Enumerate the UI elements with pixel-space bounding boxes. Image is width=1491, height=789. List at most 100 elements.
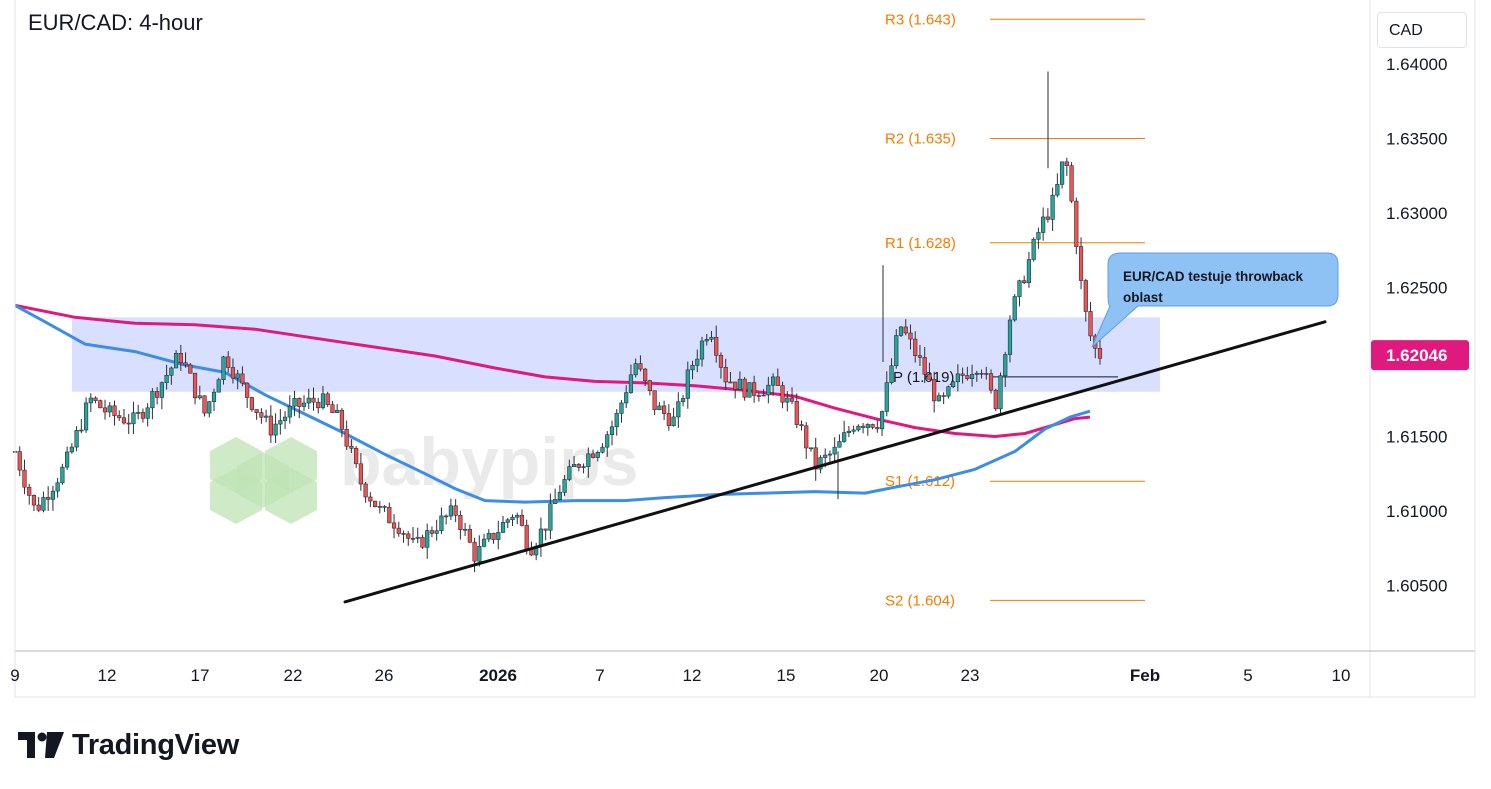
candle-body: [221, 356, 226, 381]
candle-body: [889, 365, 894, 383]
candle-body: [723, 367, 728, 383]
candle-body: [486, 533, 491, 540]
candle-body: [505, 519, 510, 523]
candle-body: [671, 416, 676, 426]
candle-body: [600, 446, 605, 453]
y-tick-label: 1.61000: [1386, 502, 1447, 521]
candle-body: [349, 445, 354, 449]
candle-body: [401, 533, 406, 535]
candle-body: [903, 326, 908, 334]
y-tick-label: 1.64000: [1386, 55, 1447, 74]
candle-body: [605, 434, 610, 448]
candle-body: [913, 338, 918, 356]
candle-body: [183, 362, 188, 366]
candle-body: [894, 335, 899, 367]
candle-body: [1031, 238, 1036, 260]
candle-body: [178, 352, 183, 364]
candle-body: [917, 355, 923, 358]
candle-body: [553, 499, 558, 504]
candle-body: [444, 515, 449, 518]
candle-body: [927, 374, 932, 380]
candle-body: [960, 373, 965, 376]
trendline-layer[interactable]: [343, 320, 1327, 604]
x-tick-label: 22: [284, 666, 303, 685]
candle-body: [268, 415, 273, 436]
candle-body: [434, 530, 439, 534]
candle-body: [510, 516, 515, 521]
candle-body: [969, 374, 975, 379]
candle-body: [557, 492, 562, 500]
candle-body: [396, 527, 401, 534]
candle-body: [93, 397, 98, 401]
annotation-bubble: [1091, 252, 1339, 348]
candle-body: [65, 451, 70, 468]
tradingview-logo[interactable]: TradingView: [18, 727, 239, 763]
candle-body: [197, 395, 202, 399]
candle-body: [515, 514, 520, 518]
candle-body: [941, 395, 946, 397]
candle-body: [979, 372, 984, 375]
candle-body: [666, 413, 671, 426]
candle-body: [406, 533, 411, 539]
candle-body: [813, 447, 818, 470]
candle-body: [993, 389, 998, 410]
candle-body: [595, 452, 600, 458]
x-tick-label: 5: [1243, 666, 1252, 685]
candle-body: [79, 429, 84, 432]
candle-body: [17, 451, 22, 471]
candle-body: [567, 466, 572, 480]
y-tick-label: 1.63000: [1386, 204, 1447, 223]
candle-body: [1059, 161, 1065, 185]
x-tick-label: 17: [191, 666, 210, 685]
candle-body: [737, 378, 743, 390]
candle-body: [619, 402, 624, 414]
candle-body: [936, 395, 942, 402]
candle-body: [60, 466, 65, 484]
candle-body: [875, 427, 880, 430]
brand-name: TradingView: [72, 728, 239, 761]
candle-body: [429, 530, 435, 534]
candle-body: [467, 528, 472, 543]
candle-body: [1069, 165, 1074, 202]
candle-body: [448, 505, 453, 517]
candle-body: [733, 381, 738, 390]
candle-body: [121, 417, 127, 424]
candle-body: [690, 365, 695, 371]
candle-body: [41, 497, 46, 511]
annotation-layer[interactable]: EUR/CAD testuje throwback oblast: [1091, 252, 1339, 348]
candle-body: [861, 425, 866, 428]
candle-body: [988, 373, 994, 391]
candle-body: [775, 376, 780, 386]
candle-body: [908, 332, 913, 340]
candle-body: [685, 369, 690, 399]
candle-body: [842, 432, 847, 442]
candle-body: [680, 398, 686, 403]
candle-body: [500, 522, 506, 533]
candle-body: [576, 464, 581, 468]
candle-body: [1012, 296, 1017, 321]
candle-body: [458, 515, 463, 531]
candle-body: [695, 358, 700, 366]
candle-body: [46, 497, 51, 500]
candle-body: [752, 382, 757, 396]
candle-body: [1078, 246, 1084, 281]
candle-body: [624, 392, 629, 404]
candle-body: [211, 391, 217, 402]
candle-body: [259, 412, 264, 418]
candle-body: [662, 405, 667, 414]
candle-body: [676, 401, 681, 418]
pivot-label-0: R3 (1.643): [885, 11, 956, 28]
candle-body: [851, 429, 856, 432]
currency-selector[interactable]: CAD: [1377, 12, 1467, 48]
candle-body: [548, 503, 553, 531]
x-tick-label: 10: [1332, 666, 1351, 685]
candle-body: [704, 339, 709, 342]
candle-body: [192, 372, 198, 399]
candles-layer: [12, 71, 1103, 573]
candle-body: [453, 505, 458, 516]
y-tick-label: 1.63500: [1386, 130, 1447, 149]
candle-body: [846, 430, 851, 433]
candle-body: [742, 378, 747, 398]
candle-body: [31, 495, 37, 506]
